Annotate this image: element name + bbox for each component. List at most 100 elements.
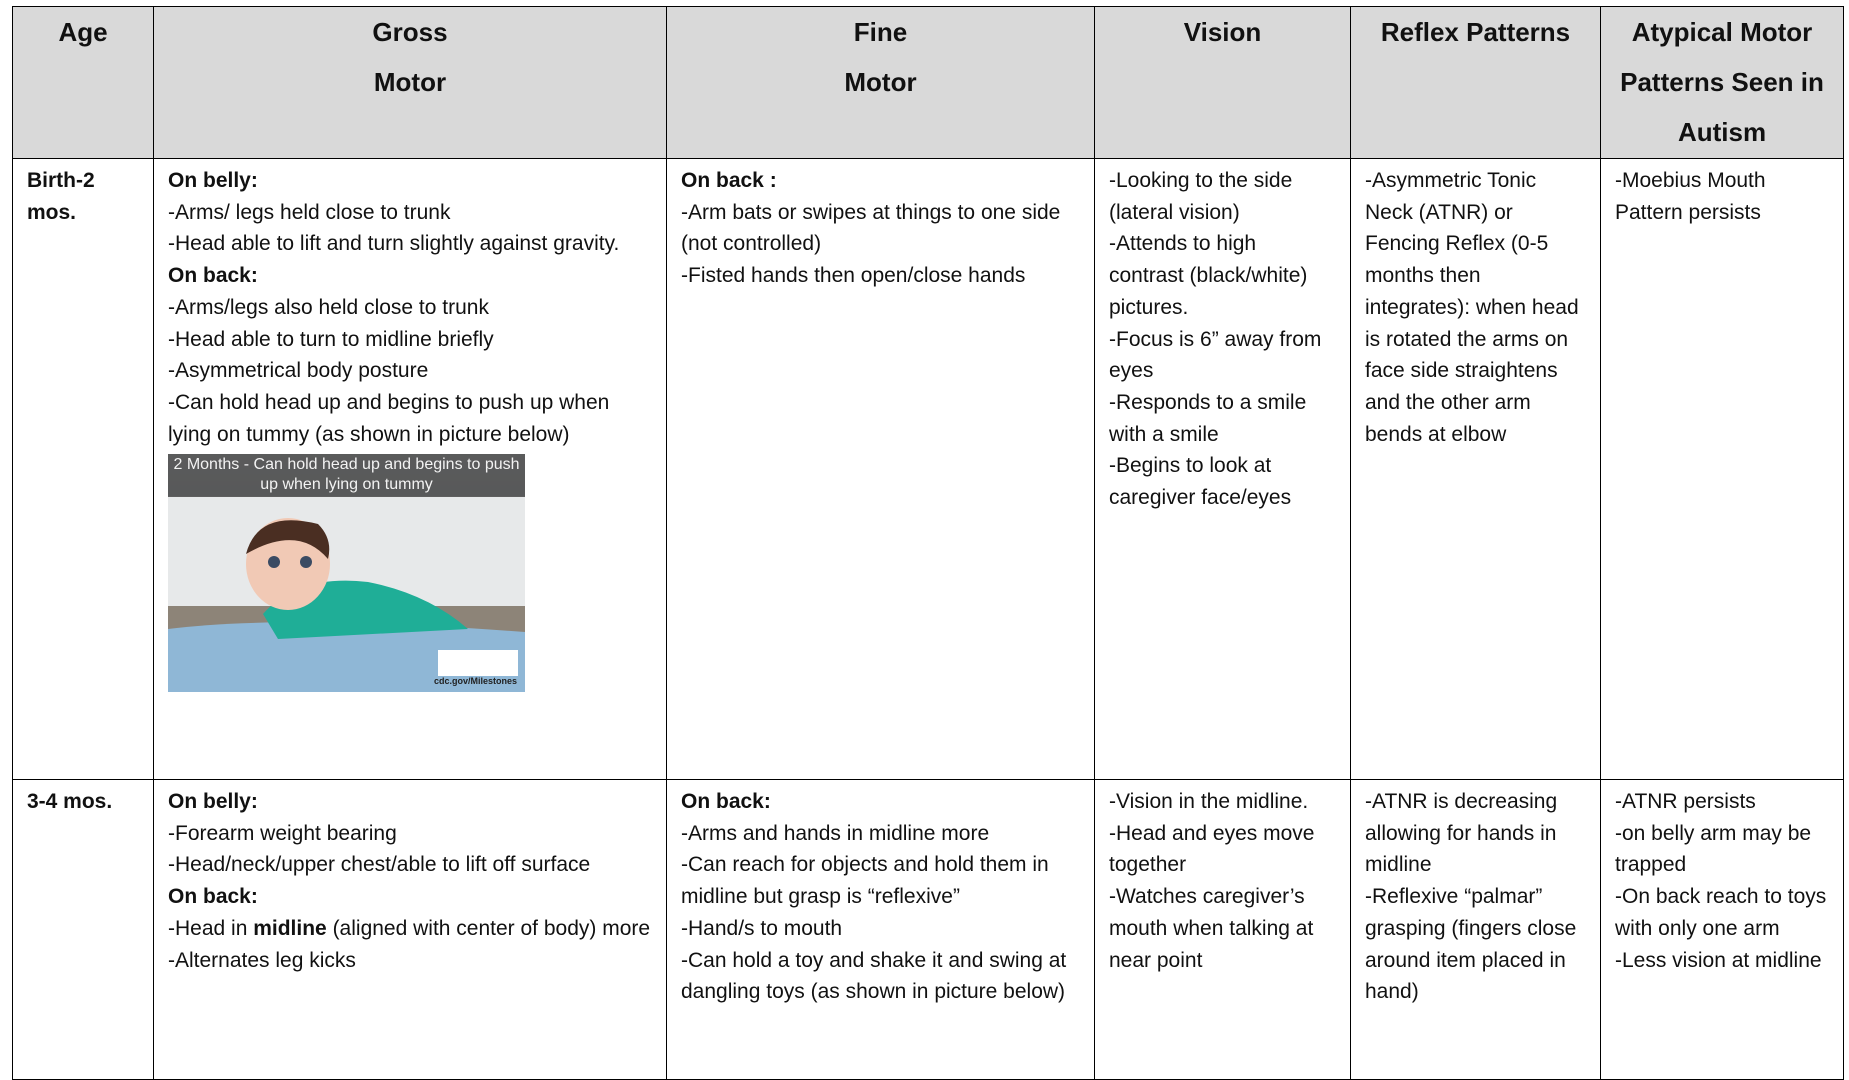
bold-run: Birth-2 mos. [27,169,95,224]
cell-paragraph: -Less vision at midline [1615,945,1829,977]
photo-blanket [168,622,525,693]
text-run: -Head in [168,916,254,940]
text-run: -Responds to a smile with a smile [1109,390,1307,446]
text-run: -Asymmetric Tonic Neck (ATNR) or Fencing… [1365,169,1579,446]
cell-paragraph: -Vision in the midline. [1109,786,1336,818]
photo-logo [438,650,518,677]
text-run: -Fisted hands then open/close hands [681,264,1026,288]
text-run: -On back reach to toys with only one arm [1615,885,1827,940]
milestone-cell: -ATNR persists -on belly arm may be trapp… [1600,779,1844,1080]
cell-paragraph: 3-4 mos. [27,786,139,818]
milestone-cell: -ATNR is decreasing allowing for hands i… [1350,779,1601,1080]
text-run: -Moebius Mouth Pattern persists [1615,169,1766,224]
header-line: Age [58,17,108,47]
cell-paragraph: -Head/neck/upper chest/able to lift off … [168,849,652,881]
milestone-photo: 2 Months - Can hold head up and begins t… [168,454,525,693]
cell-paragraph: -Moebius Mouth Pattern persists [1615,165,1829,228]
cell-paragraph: -Head in midline (aligned with center of… [168,913,652,945]
column-header: Fine Motor [666,6,1095,159]
text-run: -Less vision at midline [1615,948,1822,972]
text-run: -Can hold head up and begins to push up … [168,390,610,446]
bold-run: On back : [681,169,777,192]
text-run: -Arms/legs also held close to trunk [168,295,489,319]
photo-eye [300,556,312,569]
cell-paragraph: -Asymmetrical body posture [168,355,652,387]
photo-hair [246,520,330,560]
table-body: Birth-2 mos. On belly: -Arms/ legs held cl… [12,158,1844,1080]
bold-run: On belly: [168,169,258,192]
text-run: -Can reach for objects and hold them in … [681,853,1049,909]
cell-paragraph: -Alternates leg kicks [168,945,652,977]
header-line: Motor [844,67,917,97]
cell-paragraph: On back: [681,786,1080,818]
cell-paragraph: -On back reach to toys with only one arm [1615,881,1829,944]
header-line: Vision [1183,17,1262,47]
text-run: -Head able to turn to midline briefly [168,327,494,351]
milestone-cell: -Looking to the side (lateral vision) -At… [1094,158,1351,780]
header-row: Age Gross Motor Fine Motor Vision Reflex Patte… [12,6,1844,159]
cell-paragraph: -Hand/s to mouth [681,913,1080,945]
text-run: -Forearm weight bearing [168,821,397,845]
bold-run: On back: [168,885,258,909]
column-header: Age [12,6,154,159]
column-header: Vision [1094,6,1351,159]
text-run: -Watches caregiver’s mouth when talking … [1109,885,1314,972]
cell-paragraph: -Can hold head up and begins to push up … [168,387,652,450]
milestone-cell: On back : -Arm bats or swipes at things t… [666,158,1095,780]
photo-eye [268,556,280,569]
cell-paragraph: -Fisted hands then open/close hands [681,260,1080,292]
text-run: -Hand/s to mouth [681,916,843,940]
text-run: -Can hold a toy and shake it and swing a… [681,948,1067,1004]
header-line: Atypical Motor Patterns Seen in Autism [1620,17,1824,147]
column-header: Atypical Motor Patterns Seen in Autism [1600,6,1844,159]
text-run: -Vision in the midline. [1109,790,1309,813]
cell-paragraph: -Arm bats or swipes at things to one sid… [681,197,1080,260]
bold-run: On back: [681,790,771,813]
age-cell: Birth-2 mos. [12,158,154,780]
milestone-cell: -Vision in the midline. -Head and eyes mo… [1094,779,1351,1080]
photo-credit: cdc.gov/Milestones [433,676,517,687]
cell-paragraph: -Head and eyes move together [1109,818,1336,881]
table-row: Birth-2 mos. On belly: -Arms/ legs held cl… [12,158,1844,780]
text-run: -Head able to lift and turn slightly aga… [168,232,620,256]
text-run: -Head and eyes move together [1109,821,1315,877]
header-line: Gross [372,17,448,47]
text-run: -Arms and hands in midline more [681,821,990,845]
cell-paragraph: On back: [168,260,652,292]
bold-run: On belly: [168,790,258,813]
text-run: -Alternates leg kicks [168,948,356,972]
age-cell: 3-4 mos. [12,779,154,1080]
text-run: -on belly arm may be trapped [1615,821,1812,877]
cell-paragraph: -Reflexive “palmar” grasping (fingers cl… [1365,881,1586,1008]
cell-paragraph: -Head able to lift and turn slightly aga… [168,228,652,260]
milestone-cell: On belly: -Forearm weight bearing -Head/ne… [153,779,667,1080]
milestone-cell: On back: -Arms and hands in midline more -… [666,779,1095,1080]
cell-paragraph: -Forearm weight bearing [168,818,652,850]
text-run: -Focus is 6” away from eyes [1109,327,1322,383]
text-run: -Begins to look at caregiver face/eyes [1109,454,1292,510]
text-run: -Head/neck/upper chest/able to lift off … [168,853,591,877]
bold-run: midline [253,916,327,940]
cell-paragraph: -Asymmetric Tonic Neck (ATNR) or Fencing… [1365,165,1586,450]
bold-run: On back: [168,264,258,288]
photo-caption: 2 Months - Can hold head up and begins t… [168,454,525,498]
bold-run: 3-4 mos. [27,790,113,813]
cell-paragraph: -ATNR is decreasing allowing for hands i… [1365,786,1586,881]
cell-paragraph: On belly: [168,165,652,197]
text-run: -ATNR persists [1615,790,1756,813]
text-run: -Reflexive “palmar” grasping (fingers cl… [1365,885,1577,1004]
cell-paragraph: -on belly arm may be trapped [1615,818,1829,881]
text-run: (aligned with center of body) more [326,916,651,940]
header-line: Reflex Patterns [1380,17,1571,47]
cell-paragraph: -Arms and hands in midline more [681,818,1080,850]
cell-paragraph: On back: [168,881,652,913]
text-run: -Arm bats or swipes at things to one sid… [681,200,1061,256]
column-header: Gross Motor [153,6,667,159]
photo-illustration [168,496,525,693]
cell-paragraph: On back : [681,165,1080,197]
milestone-table: Age Gross Motor Fine Motor Vision Reflex Patte… [12,6,1844,1080]
milestone-cell: -Moebius Mouth Pattern persists [1600,158,1844,780]
cell-paragraph: -Looking to the side (lateral vision) [1109,165,1336,228]
text-run: -ATNR is decreasing allowing for hands i… [1365,790,1558,877]
